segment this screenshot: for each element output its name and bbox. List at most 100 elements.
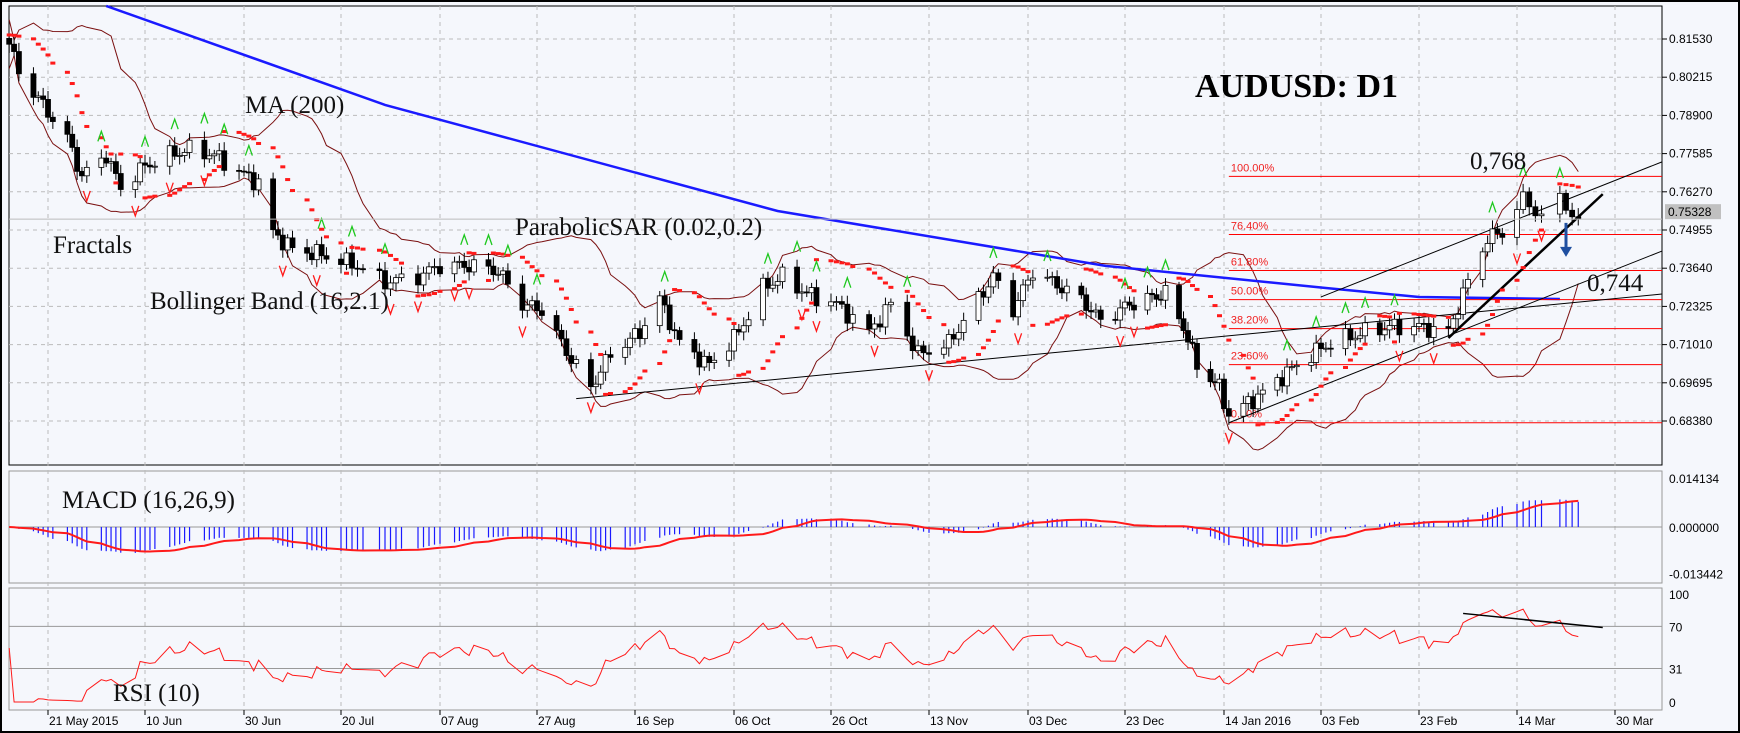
- candle-body: [83, 166, 90, 177]
- candle: [711, 352, 718, 370]
- candle: [393, 274, 399, 292]
- candle-body: [343, 252, 350, 265]
- sar-dot: [285, 178, 291, 182]
- candle-body: [558, 329, 565, 340]
- candle: [69, 125, 76, 152]
- price-tick-label: 0.72325: [1669, 299, 1713, 313]
- candle-body: [216, 150, 223, 155]
- candle: [904, 294, 911, 341]
- fractal-up-icon: [140, 134, 150, 147]
- candle-body: [456, 260, 463, 263]
- fractal-up-icon: [97, 129, 106, 142]
- sar-dot: [1426, 314, 1432, 318]
- candle-body: [950, 334, 957, 340]
- candle: [360, 264, 366, 274]
- sar-dot: [946, 360, 952, 364]
- candle-body: [1357, 335, 1364, 339]
- candle-body: [398, 273, 405, 279]
- sar-dot: [1020, 267, 1026, 271]
- candle: [304, 238, 310, 262]
- candle: [1049, 271, 1056, 286]
- bollinger-label: Bollinger Band (16,2.1): [150, 288, 389, 315]
- sar-dot: [573, 320, 579, 324]
- sar-dot: [1392, 340, 1397, 344]
- candle-body: [740, 325, 747, 333]
- sar-dot: [1569, 183, 1575, 187]
- sar-dot: [74, 94, 80, 98]
- candle-body: [1029, 277, 1036, 281]
- candle: [1059, 279, 1065, 300]
- candle-body: [1078, 285, 1085, 296]
- sar-dot: [1323, 377, 1329, 381]
- fractal-up-icon: [1519, 163, 1528, 177]
- candle: [844, 295, 851, 332]
- candle: [1097, 305, 1104, 329]
- candle-body: [471, 259, 477, 273]
- candle: [955, 323, 962, 347]
- fractal-down-icon: [131, 205, 140, 218]
- sar-dot: [1328, 371, 1334, 375]
- sar-dot: [1190, 284, 1195, 288]
- sar-dot: [1078, 312, 1084, 316]
- candle: [882, 297, 889, 335]
- trendline: [576, 293, 1663, 400]
- candle-body: [437, 266, 443, 275]
- candle: [980, 284, 987, 306]
- candle-body: [211, 153, 218, 157]
- price-tick-label: 0.81530: [1669, 32, 1713, 46]
- sar-dot: [1382, 314, 1388, 318]
- fractal-up-icon: [792, 239, 802, 252]
- sar-dot: [990, 330, 996, 334]
- sar-dot: [770, 350, 776, 354]
- sar-dot: [355, 246, 360, 250]
- candle: [1362, 315, 1368, 344]
- candle-body: [1556, 192, 1563, 215]
- candle-body: [132, 181, 139, 190]
- fractal-up-icon: [170, 117, 179, 130]
- sar-dot: [1480, 332, 1486, 336]
- candle: [779, 263, 786, 289]
- candle-body: [1097, 309, 1104, 320]
- candle-body: [1112, 318, 1119, 321]
- sar-dot: [344, 271, 349, 275]
- fractal-down-icon: [812, 320, 821, 334]
- sar-dot: [1112, 275, 1118, 279]
- sar-dot: [142, 196, 148, 200]
- candle-body: [1207, 368, 1214, 383]
- candle: [1376, 318, 1383, 342]
- candle-body: [765, 277, 771, 289]
- candle: [216, 143, 223, 162]
- candle: [108, 157, 114, 172]
- sar-dot: [1122, 282, 1128, 286]
- candle-body: [602, 354, 609, 373]
- sar-dot: [1158, 324, 1164, 328]
- candle-body: [113, 161, 119, 174]
- down-arrow-icon: [1560, 246, 1572, 257]
- candle-body: [117, 173, 124, 190]
- candle-body: [524, 304, 531, 311]
- sar-dot: [1260, 422, 1266, 426]
- high-note: 0,768: [1470, 148, 1527, 175]
- sar-dot: [471, 251, 477, 255]
- sar-dot: [746, 370, 752, 374]
- candle-body: [40, 95, 47, 100]
- candle-body: [1421, 322, 1427, 325]
- sar-dot: [1212, 304, 1218, 308]
- price-tick-label: 0.80215: [1669, 70, 1713, 84]
- rsi-tick-label: 0: [1669, 696, 1676, 710]
- candle-body: [360, 268, 366, 271]
- candle: [79, 167, 85, 182]
- last-price-box: [1665, 204, 1721, 220]
- fib-level-label: 23.60%: [1231, 351, 1269, 363]
- candle: [774, 274, 781, 294]
- candle: [1117, 299, 1124, 329]
- sar-dot: [177, 188, 183, 192]
- sar-dot: [731, 322, 737, 326]
- fractal-down-icon: [1129, 326, 1139, 339]
- candle-body: [49, 116, 56, 122]
- sar-dot: [1308, 398, 1314, 402]
- candle-body: [592, 383, 599, 388]
- sar-dot: [588, 330, 594, 334]
- candle: [437, 258, 443, 278]
